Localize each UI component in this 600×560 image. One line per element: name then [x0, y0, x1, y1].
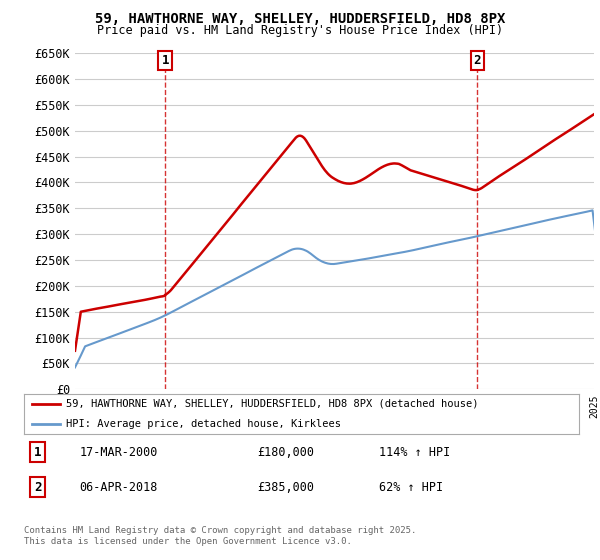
Text: HPI: Average price, detached house, Kirklees: HPI: Average price, detached house, Kirk…: [65, 419, 341, 429]
Text: 59, HAWTHORNE WAY, SHELLEY, HUDDERSFIELD, HD8 8PX (detached house): 59, HAWTHORNE WAY, SHELLEY, HUDDERSFIELD…: [65, 399, 478, 409]
Text: 06-APR-2018: 06-APR-2018: [79, 480, 158, 494]
Text: 17-MAR-2000: 17-MAR-2000: [79, 446, 158, 459]
Text: 114% ↑ HPI: 114% ↑ HPI: [379, 446, 451, 459]
Text: Contains HM Land Registry data © Crown copyright and database right 2025.
This d: Contains HM Land Registry data © Crown c…: [24, 526, 416, 546]
Text: 1: 1: [34, 446, 41, 459]
Text: £180,000: £180,000: [257, 446, 314, 459]
Text: 2: 2: [473, 54, 481, 67]
Text: Price paid vs. HM Land Registry's House Price Index (HPI): Price paid vs. HM Land Registry's House …: [97, 24, 503, 37]
Text: 1: 1: [161, 54, 169, 67]
Text: 62% ↑ HPI: 62% ↑ HPI: [379, 480, 443, 494]
Text: 59, HAWTHORNE WAY, SHELLEY, HUDDERSFIELD, HD8 8PX: 59, HAWTHORNE WAY, SHELLEY, HUDDERSFIELD…: [95, 12, 505, 26]
Text: 2: 2: [34, 480, 41, 494]
Text: £385,000: £385,000: [257, 480, 314, 494]
